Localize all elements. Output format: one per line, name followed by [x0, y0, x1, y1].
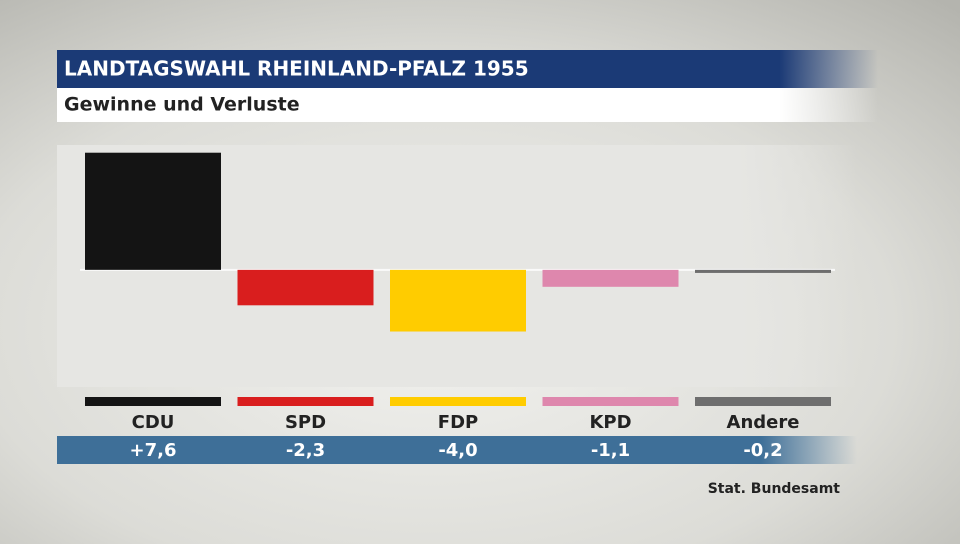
color-strip: [542, 397, 679, 406]
x-tick-label: SPD: [285, 412, 326, 433]
chart-subtitle: Gewinne und Verluste: [64, 94, 300, 116]
source: Stat. Bundesamt: [708, 481, 841, 497]
value-label: -1,1: [591, 440, 630, 461]
bar: [237, 269, 374, 306]
value-label: -2,3: [286, 440, 325, 461]
subtitle-bar: [57, 88, 878, 122]
value-label: -4,0: [438, 440, 477, 461]
value-label: +7,6: [130, 440, 177, 461]
x-tick-label: CDU: [132, 412, 175, 433]
chart-title: LANDTAGSWAHL RHEINLAND-PFALZ 1955: [64, 57, 529, 81]
color-strip: [695, 397, 831, 406]
bar: [390, 269, 526, 332]
x-tick-label: Andere: [727, 412, 800, 433]
x-tick-label: KPD: [589, 412, 631, 433]
bar: [85, 152, 221, 270]
value-label: -0,2: [743, 440, 782, 461]
value-strip: [57, 436, 857, 464]
color-strip: [237, 397, 374, 406]
x-tick-label: FDP: [438, 412, 478, 433]
color-strip: [85, 397, 221, 406]
bar: [542, 269, 679, 287]
color-strip: [390, 397, 526, 406]
bar: [695, 269, 831, 273]
title-bar: [57, 50, 878, 88]
